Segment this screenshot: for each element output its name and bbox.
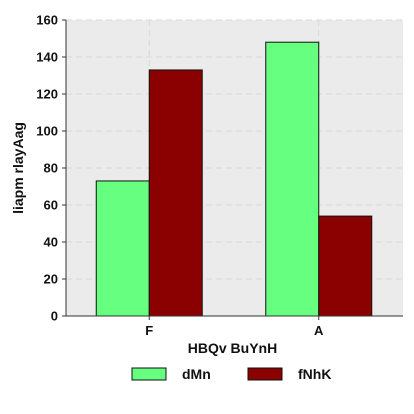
legend-label-dMn: dMn	[182, 366, 211, 382]
y-tick-label: 100	[36, 124, 58, 139]
y-tick-label: 20	[44, 272, 58, 287]
legend-label-fNhK: fNhK	[298, 366, 331, 382]
bar-dMn-F	[95, 180, 150, 317]
y-tick-label: 40	[44, 235, 58, 250]
bar-fNhK-A	[318, 215, 373, 317]
y-tick-label: 160	[36, 13, 58, 28]
legend-swatch-fNhK	[247, 367, 283, 381]
y-axis-label: liapm rlayAag	[10, 122, 26, 214]
x-axis-label: HBQv BuYnH	[188, 340, 277, 356]
y-tick-label: 80	[44, 161, 58, 176]
bar-fNhK-F	[148, 69, 203, 317]
x-tick-label: F	[145, 323, 153, 338]
y-tick-label: 0	[51, 309, 58, 324]
x-tick-label: A	[314, 323, 324, 338]
legend: dMn fNhK	[131, 366, 331, 382]
y-tick-label: 120	[36, 87, 58, 102]
y-tick-labels: 0 20 40 60 80 100 120 140 160	[36, 13, 66, 324]
bar-dMn-A	[265, 41, 320, 317]
legend-swatch-dMn	[131, 367, 167, 381]
y-tick-label: 60	[44, 198, 58, 213]
y-tick-label: 140	[36, 50, 58, 65]
